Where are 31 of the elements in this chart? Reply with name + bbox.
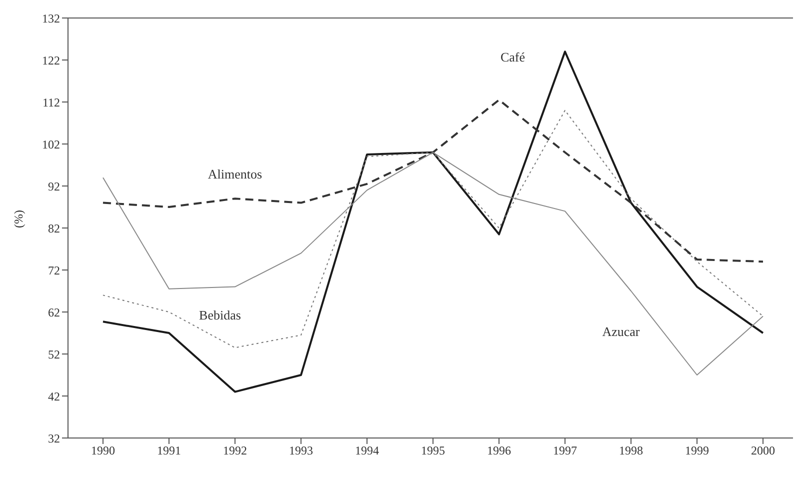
y-tick-label: 132 (42, 11, 60, 26)
y-tick-label: 32 (48, 431, 60, 446)
line-series (102, 110, 764, 348)
x-tick-label: 1996 (487, 444, 511, 458)
y-tick-label: 122 (42, 53, 60, 68)
y-tick-label: 82 (48, 221, 60, 236)
y-tick-label: 72 (48, 263, 60, 278)
y-tick-label: 42 (48, 389, 60, 404)
y-axis-title: (%) (11, 210, 26, 228)
x-tick-label: 1992 (223, 444, 247, 458)
y-tick-label: 62 (48, 305, 60, 320)
x-tick-label: 1999 (685, 444, 709, 458)
series-label: Bebidas (199, 308, 241, 323)
x-tick-label: 1994 (355, 444, 379, 458)
x-tick-label: 1998 (619, 444, 643, 458)
line-series (102, 152, 764, 376)
x-tick-label: 1990 (91, 444, 115, 458)
y-tick-label: 102 (42, 137, 60, 152)
line-series (102, 50, 764, 393)
x-tick-label: 1991 (157, 444, 181, 458)
line-series (102, 98, 764, 263)
x-tick-label: 2000 (751, 444, 775, 458)
x-tick-label: 1993 (289, 444, 313, 458)
x-tick-label: 1995 (421, 444, 445, 458)
y-tick-label: 112 (42, 95, 60, 110)
y-tick-label: 52 (48, 347, 60, 362)
series-label: Azucar (602, 324, 640, 339)
x-tick-label: 1997 (553, 444, 577, 458)
y-tick-label: 92 (48, 179, 60, 194)
text: Café (500, 50, 526, 65)
series-label: Alimentos (208, 166, 262, 182)
